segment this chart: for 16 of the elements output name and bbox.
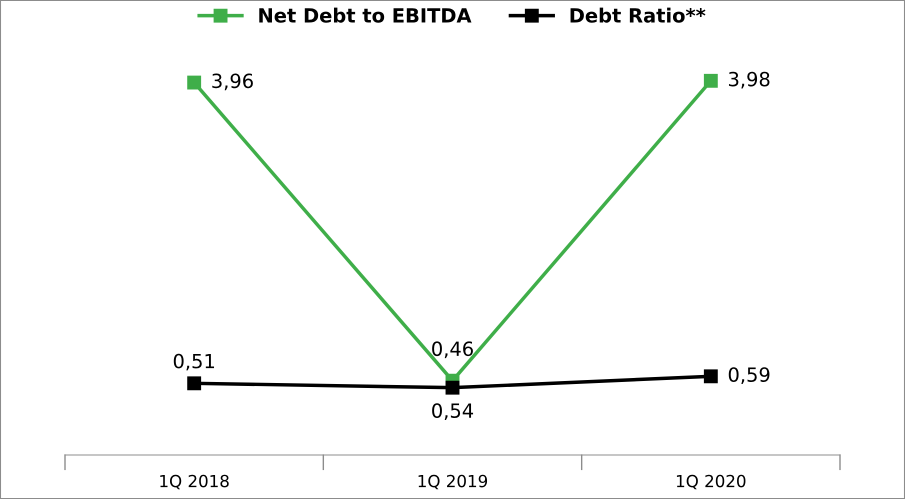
data-label: 3,98	[728, 72, 770, 88]
point	[187, 76, 202, 90]
x-tick-label: 1Q 2018	[160, 474, 229, 490]
data-label: 0,54	[432, 403, 474, 420]
legend-label: Debt Ratio**	[570, 8, 706, 23]
x-tick-label: 1Q 2019	[418, 474, 488, 490]
data-label: 0,46	[432, 341, 473, 358]
data-label: 0,51	[174, 354, 214, 370]
point	[187, 376, 202, 390]
data-label: 3,96	[212, 74, 253, 90]
point	[446, 380, 460, 395]
point	[704, 74, 718, 88]
data-label: 0,59	[728, 367, 770, 384]
x-tick-label: 1Q 2020	[676, 474, 746, 490]
legend-label: Net Debt to EBITDA	[259, 8, 472, 23]
point	[704, 369, 718, 384]
